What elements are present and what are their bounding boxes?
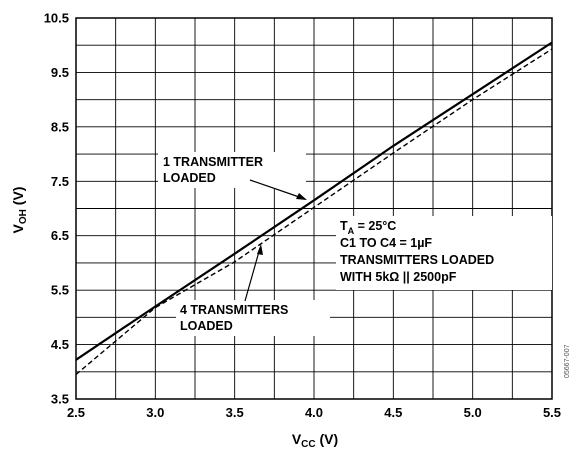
y-tick-label: 8.5	[51, 119, 69, 134]
x-axis-title: VCC (V)	[292, 431, 338, 450]
series1-label-line1: 1 TRANSMITTER	[163, 155, 263, 169]
y-tick-label: 10.5	[44, 11, 69, 26]
data-series	[75, 41, 553, 376]
series-line-2	[75, 48, 553, 376]
series2-label-line1: 4 TRANSMITTERS	[180, 303, 288, 317]
series1-label-bg	[158, 152, 306, 188]
series1-label-line2: LOADED	[163, 171, 216, 185]
y-axis-title: VOH (V)	[10, 187, 29, 234]
grid-lines	[76, 18, 552, 399]
y-tick-label: 7.5	[51, 174, 69, 189]
y-tick-label: 4.5	[51, 337, 69, 352]
plot-frame	[75, 17, 553, 400]
series2-arrow-head	[257, 244, 263, 255]
series1-arrow-head	[296, 193, 307, 200]
conditions-bg	[336, 216, 552, 290]
series1-arrow	[249, 179, 306, 200]
y-tick-label: 3.5	[51, 392, 69, 407]
x-tick-label: 2.5	[67, 405, 85, 420]
x-tick-label: 3.0	[146, 405, 164, 420]
tick-labels: 2.5 3.0 3.5 4.0 4.5 5.0 5.5 3.5 4.5 5.5 6.5 7.5 8.5 9…	[44, 11, 561, 421]
series2-label-bg	[176, 300, 330, 336]
conditions-ta: TA = 25°C	[340, 219, 396, 236]
x-tick-label: 3.5	[226, 405, 244, 420]
series2-label-line2: LOADED	[180, 319, 233, 333]
x-tick-label: 5.5	[543, 405, 561, 420]
x-tick-label: 5.0	[464, 405, 482, 420]
y-tick-label: 5.5	[51, 283, 69, 298]
series-line-1	[75, 41, 553, 361]
x-tick-label: 4.0	[305, 405, 323, 420]
conditions-transmitters: TRANSMITTERS LOADED	[340, 253, 494, 267]
y-tick-label: 9.5	[51, 65, 69, 80]
conditions-capacitance: C1 TO C4 = 1µF	[340, 236, 432, 250]
conditions-load: WITH 5kΩ || 2500pF	[340, 270, 457, 284]
figure-id: 05667-007	[564, 344, 571, 378]
series2-arrow	[244, 247, 261, 302]
y-tick-label: 6.5	[51, 228, 69, 243]
x-tick-label: 4.5	[384, 405, 402, 420]
